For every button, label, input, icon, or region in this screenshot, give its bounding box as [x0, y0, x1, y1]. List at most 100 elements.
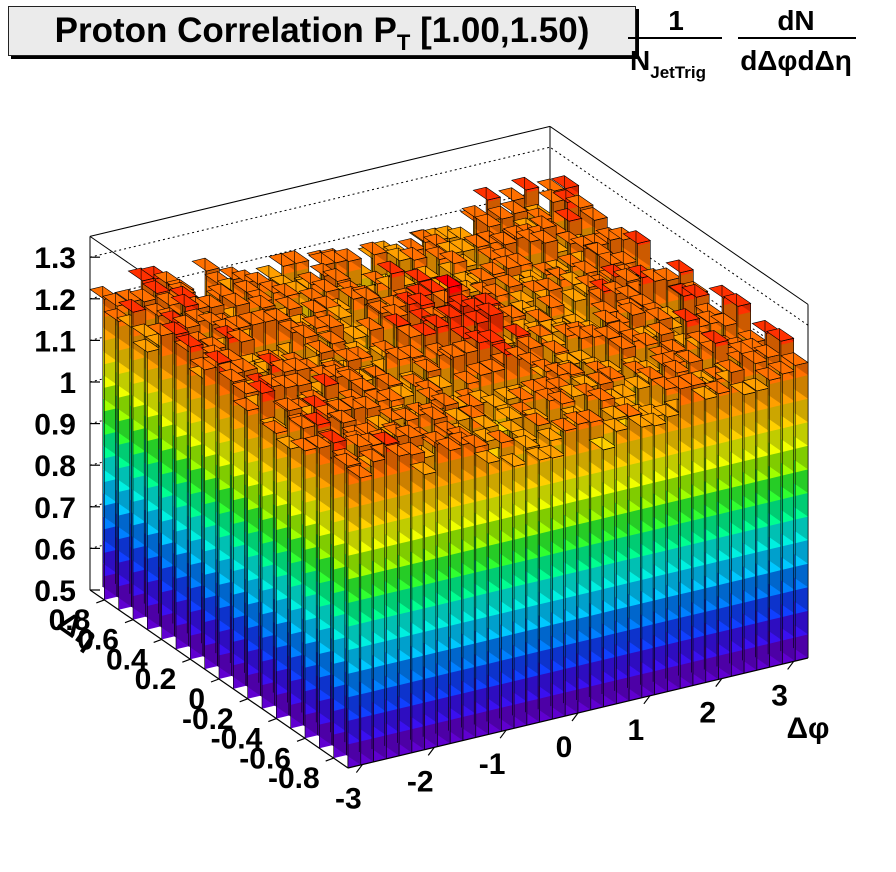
y-tick-3: [239, 698, 248, 703]
x-tick-2: [499, 729, 507, 739]
title-sub: T: [396, 30, 411, 55]
lego-bar-27-0: [677, 372, 707, 686]
lego-bar-0-17: [89, 285, 118, 600]
lego-bar-19-0: [575, 409, 605, 710]
y-tick-7: [124, 619, 134, 624]
y-tick-4: [210, 678, 220, 683]
lego-bar-0-10: [189, 356, 219, 670]
lego-bar-15-0: [524, 446, 554, 723]
x-axis-title: Δφ: [786, 712, 829, 745]
lego-bar-0-13: [146, 322, 176, 640]
title-range: [1.00,1.50): [420, 11, 590, 50]
lego-bar-13-0: [499, 453, 528, 729]
grid-back-z-8: [89, 146, 551, 258]
z-tick-label-5: 1: [59, 367, 76, 400]
lego-bar-17-0: [550, 417, 579, 717]
lego-bar-5-0: [396, 441, 426, 753]
lego-bar-10-0: [460, 434, 490, 738]
chart-title-box: Proton Correlation PT [1.00,1.50): [8, 6, 636, 56]
z-title-frac1-den: NJetTrig: [630, 45, 706, 82]
lego-bar-0-5: [261, 420, 290, 719]
z-tick-label-3: 0.8: [34, 450, 76, 483]
x-tick-1: [427, 747, 435, 756]
plot-axes: -3-2-10123Δφ-0.8-0.6-0.4-0.200.20.40.60.…: [34, 242, 829, 815]
x-tick-4: [643, 695, 651, 705]
lego-bar-12-0: [486, 429, 515, 732]
lego-bar-35-0: [780, 352, 809, 662]
x-tick-3: [571, 712, 579, 722]
lego-bar-0-2: [304, 434, 333, 749]
z-tick-label-1: 0.6: [34, 533, 76, 566]
y-tick-label-5: 0.2: [135, 663, 177, 696]
z-tick-label-7: 1.2: [34, 284, 76, 317]
lego-bar-30-0: [716, 359, 745, 677]
lego-bar-33-0: [754, 367, 784, 668]
z-tick-label-8: 1.3: [34, 242, 76, 275]
lego-bar-25-0: [652, 403, 681, 692]
title-main: Proton Correlation P: [54, 11, 397, 50]
lego-bar-0-1: [318, 429, 348, 759]
z-title-frac1-num: 1: [668, 5, 684, 36]
chart-title: Proton Correlation PT [1.00,1.50): [9, 11, 635, 56]
lego-bar-0-7: [232, 397, 262, 699]
grid-right-z-8: [549, 146, 809, 326]
lego-bars: [89, 175, 809, 768]
lego-bar-6-0: [409, 461, 439, 750]
lego-bar-26-0: [665, 375, 694, 689]
lego-bar-24-0: [639, 412, 669, 695]
lego-bar-28-0: [690, 385, 720, 683]
lego-bar-7-0: [422, 430, 451, 747]
z-tick-label-6: 1.1: [34, 325, 76, 358]
grid-back-z-7: [89, 188, 551, 300]
x-tick-label-5: 2: [699, 697, 716, 730]
lego-bar-0-12: [160, 321, 190, 650]
lego-bar-31-0: [729, 381, 758, 674]
lego-bar-21-0: [601, 418, 630, 704]
x-tick-6: [787, 661, 795, 670]
lego-bar-8-0: [435, 437, 464, 744]
x-tick-label-2: -1: [479, 748, 506, 781]
lego-bar-1-0: [345, 464, 375, 765]
z-tick-label-0: 0.5: [34, 575, 76, 608]
lego-bar-16-0: [537, 444, 566, 720]
lego-bar-2-0: [358, 448, 388, 762]
lego-bar-0-9: [203, 350, 233, 679]
z-tick-label-4: 0.9: [34, 409, 76, 442]
y-tick-label-0: -0.8: [268, 762, 320, 795]
y-tick-label-4: 0: [188, 683, 205, 716]
z-axis-title: 1 NJetTrig dN dΔφdΔη: [628, 5, 856, 82]
lego-bar-9-0: [447, 431, 477, 741]
x-tick-5: [715, 678, 723, 687]
y-tick-2: [268, 717, 277, 723]
y-tick-1: [296, 737, 306, 742]
lego-bar-0-14: [132, 338, 161, 630]
lego-bar-0-4: [275, 435, 305, 729]
lego-bar-34-0: [767, 360, 796, 665]
y-tick-label-8: 0.8: [49, 604, 91, 637]
lego-bar-18-0: [562, 411, 592, 713]
y-tick-8: [96, 599, 105, 604]
lego-bar-22-0: [614, 403, 643, 701]
x-tick-0: [355, 764, 363, 773]
lego-bar-11-0: [473, 449, 503, 735]
y-tick-5: [182, 658, 191, 663]
z-title-frac1-den-sub: JetTrig: [650, 63, 706, 82]
lego-bar-0-11: [175, 333, 204, 660]
lego-bar-3-0: [371, 431, 400, 759]
y-tick-label-3: -0.2: [182, 703, 234, 736]
z-title-frac2-den: dΔφdΔη: [740, 45, 852, 76]
lego-bar-20-0: [588, 436, 618, 707]
x-tick-label-6: 3: [771, 679, 788, 712]
y-tick-label-1: -0.6: [239, 742, 291, 775]
y-tick-label-2: -0.4: [211, 723, 263, 756]
y-tick-6: [153, 638, 162, 644]
y-tick-label-7: 0.6: [77, 624, 119, 657]
x-tick-label-1: -2: [407, 765, 434, 798]
frame-top-back-edge: [89, 125, 551, 237]
y-tick-label-6: 0.4: [106, 643, 148, 676]
lego-bar-4-0: [384, 442, 413, 756]
y-tick-0: [325, 757, 334, 762]
lego-bar-0-3: [289, 437, 319, 739]
z-tick-label-2: 0.7: [34, 492, 76, 525]
